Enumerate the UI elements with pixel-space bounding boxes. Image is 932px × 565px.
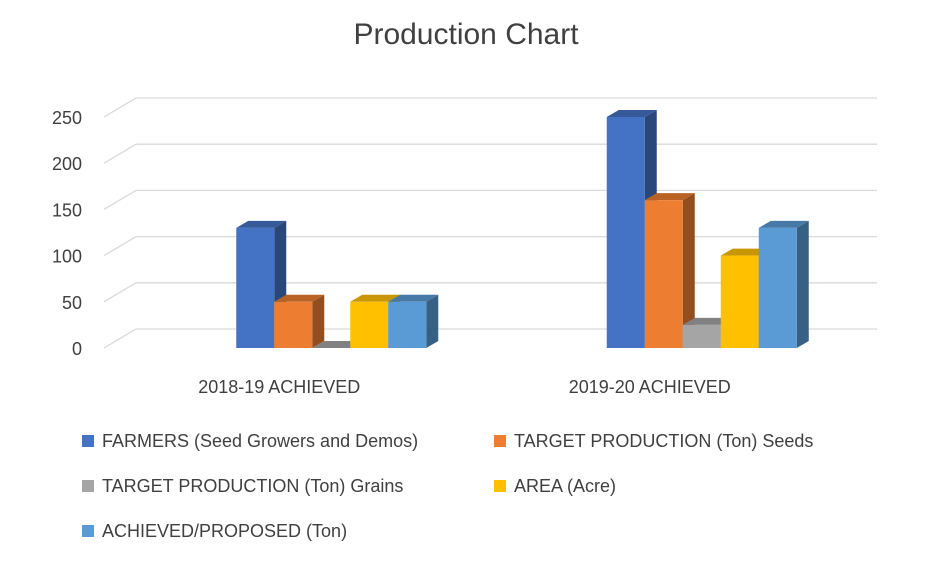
- y-tick-label: 100: [52, 247, 82, 267]
- x-category-label: 2018-19 ACHIEVED: [198, 377, 360, 397]
- y-tick-label: 50: [62, 293, 82, 313]
- gridline-side: [103, 97, 137, 118]
- legend-label: TARGET PRODUCTION (Ton) Grains: [102, 475, 404, 496]
- legend-label: FARMERS (Seed Growers and Demos): [102, 430, 419, 451]
- chart-legend: FARMERS (Seed Growers and Demos) TARGET P…: [82, 430, 902, 565]
- legend-swatch: [82, 480, 94, 492]
- chart-title: Production Chart: [353, 18, 579, 51]
- legend-entry: AREA (Acre): [494, 475, 794, 497]
- legend-row: FARMERS (Seed Growers and Demos) TARGET P…: [82, 430, 902, 452]
- bar: [274, 294, 325, 348]
- legend-swatch: [82, 435, 94, 447]
- gridline-side: [103, 282, 137, 303]
- bar: [388, 294, 439, 348]
- y-tick-label: 250: [52, 108, 82, 128]
- bar: [312, 341, 363, 348]
- y-tick-label: 150: [52, 200, 82, 220]
- legend-swatch: [494, 435, 506, 447]
- legend-row: ACHIEVED/PROPOSED (Ton): [82, 520, 902, 542]
- legend-entry: ACHIEVED/PROPOSED (Ton): [82, 520, 494, 542]
- y-tick-label: 0: [72, 339, 82, 359]
- legend-entry: FARMERS (Seed Growers and Demos): [82, 430, 494, 452]
- chart-plot: 0 50 100 150 200 250 2018-19 ACHIEVED 2019-20 A…: [52, 97, 877, 397]
- bar: [644, 193, 695, 348]
- legend-entry: TARGET PRODUCTION (Ton) Seeds: [494, 430, 813, 452]
- gridline-side: [103, 143, 137, 164]
- gridline-side: [103, 189, 137, 210]
- x-category-label: 2019-20 ACHIEVED: [569, 377, 731, 397]
- legend-swatch: [82, 525, 94, 537]
- legend-row: TARGET PRODUCTION (Ton) Grains AREA (Acre…: [82, 475, 902, 497]
- legend-entry: TARGET PRODUCTION (Ton) Grains: [82, 475, 494, 497]
- bar: [758, 220, 809, 348]
- gridline-side: [103, 236, 137, 257]
- legend-label: TARGET PRODUCTION (Ton) Seeds: [514, 430, 814, 451]
- y-tick-label: 200: [52, 154, 82, 174]
- legend-label: ACHIEVED/PROPOSED (Ton): [102, 520, 348, 541]
- gridline-side: [103, 328, 137, 349]
- legend-swatch: [494, 480, 506, 492]
- legend-label: AREA (Acre): [514, 475, 617, 496]
